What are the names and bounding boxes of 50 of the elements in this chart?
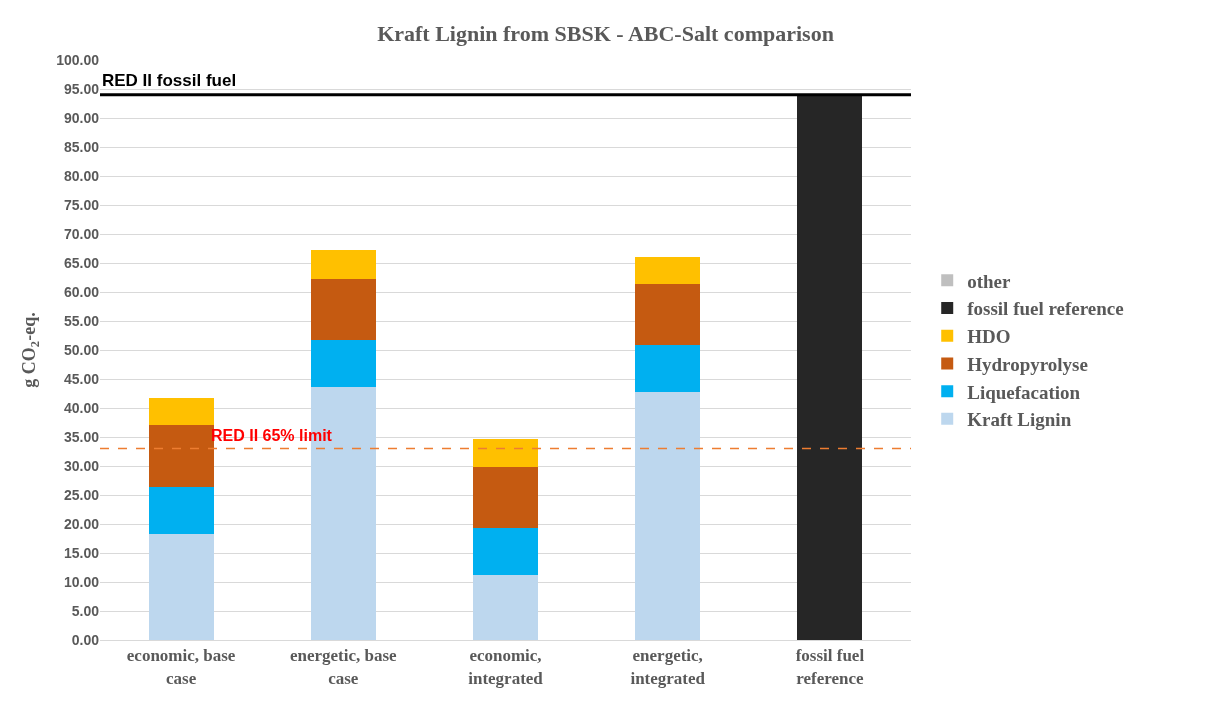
legend-label: HDO — [967, 326, 1011, 348]
bar — [310, 278, 376, 340]
y-tick-label: 35.00 — [63, 428, 100, 445]
y-tick-label: 10.00 — [63, 573, 100, 590]
legend-label: Kraft Lignin — [967, 409, 1072, 431]
y-tick-label: 95.00 — [63, 80, 100, 97]
bar — [473, 528, 538, 576]
bar — [148, 397, 214, 426]
y-tick-label: 100.00 — [56, 51, 100, 68]
y-tick-label: 40.00 — [63, 399, 100, 416]
y-tick-label: 50.00 — [63, 341, 100, 358]
x-tick-label: energetic, base case — [289, 646, 398, 688]
bar — [473, 575, 538, 640]
legend-label: Liquefacation — [967, 381, 1081, 403]
y-tick-label: 30.00 — [63, 457, 100, 474]
bar — [797, 94, 863, 640]
bar — [148, 425, 214, 487]
legend-label: fossil fuel reference — [967, 298, 1124, 320]
y-tick-label: 60.00 — [63, 283, 100, 300]
bar — [635, 345, 701, 393]
y-tick-label: 20.00 — [63, 515, 100, 532]
y-tick-label: 65.00 — [63, 254, 100, 271]
y-tick-label: 85.00 — [63, 138, 100, 155]
x-tick-label: economic, base case — [126, 646, 236, 688]
bar — [635, 256, 701, 285]
bar — [310, 339, 376, 387]
x-tick-label: energetic, integrated — [630, 646, 706, 688]
y-tick-label: 25.00 — [63, 486, 100, 503]
x-tick-label: fossil fuel reference — [795, 646, 865, 688]
y-tick-label: 15.00 — [63, 544, 100, 561]
legend-label: other — [967, 270, 1012, 292]
bar — [473, 466, 538, 529]
y-tick-label: 5.00 — [71, 602, 100, 619]
y-tick-label: 70.00 — [63, 225, 100, 242]
y-tick-label: 75.00 — [63, 196, 100, 213]
legend-label: Hydropyrolyse — [967, 353, 1088, 375]
y-tick-label: 80.00 — [63, 167, 100, 184]
chart-title: Kraft Lignin from SBSK - ABC-Salt comparison — [377, 20, 834, 46]
y-tick-label: 45.00 — [63, 370, 100, 387]
bar — [310, 250, 376, 279]
bar — [148, 486, 214, 534]
y-tick-label: 55.00 — [63, 312, 100, 329]
x-tick-label: economic, integrated — [468, 646, 544, 688]
bar — [148, 533, 214, 640]
y-tick-label: 90.00 — [63, 109, 100, 126]
y-tick-label: 0.00 — [71, 631, 100, 648]
ref-line-label: RED II fossil fuel — [102, 71, 237, 90]
bar — [473, 438, 538, 467]
bar — [635, 392, 701, 640]
bar — [635, 284, 701, 346]
